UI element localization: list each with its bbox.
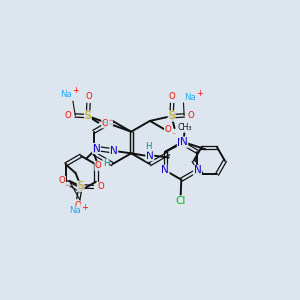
Text: Cl: Cl: [176, 196, 186, 206]
Text: H: H: [103, 159, 109, 168]
Text: S: S: [168, 111, 175, 121]
Text: O: O: [85, 92, 92, 101]
Text: CH₃: CH₃: [177, 123, 192, 132]
Text: ⁻: ⁻: [108, 117, 112, 126]
Text: +: +: [81, 203, 88, 212]
Text: O: O: [59, 176, 65, 185]
Text: N: N: [161, 165, 169, 176]
Text: O: O: [75, 201, 82, 210]
Text: N: N: [92, 143, 100, 154]
Text: O: O: [164, 125, 171, 134]
Text: Na: Na: [69, 206, 81, 215]
Text: ⁻: ⁻: [172, 130, 176, 139]
Text: ⁻: ⁻: [65, 182, 69, 191]
Text: O: O: [168, 92, 175, 101]
Text: N: N: [110, 146, 118, 156]
Text: S: S: [85, 111, 91, 121]
Text: N: N: [194, 165, 201, 176]
Text: N: N: [180, 137, 188, 147]
Text: O: O: [65, 111, 71, 120]
Text: +: +: [72, 86, 79, 95]
Text: Na: Na: [60, 90, 72, 99]
Text: O: O: [102, 119, 108, 128]
Text: +: +: [196, 89, 202, 98]
Text: H: H: [146, 142, 152, 151]
Text: Na: Na: [184, 93, 196, 102]
Text: N: N: [177, 137, 185, 148]
Text: O: O: [95, 161, 102, 170]
Text: O: O: [97, 182, 104, 191]
Text: N: N: [146, 151, 154, 161]
Text: S: S: [77, 181, 84, 191]
Text: O: O: [188, 111, 195, 120]
